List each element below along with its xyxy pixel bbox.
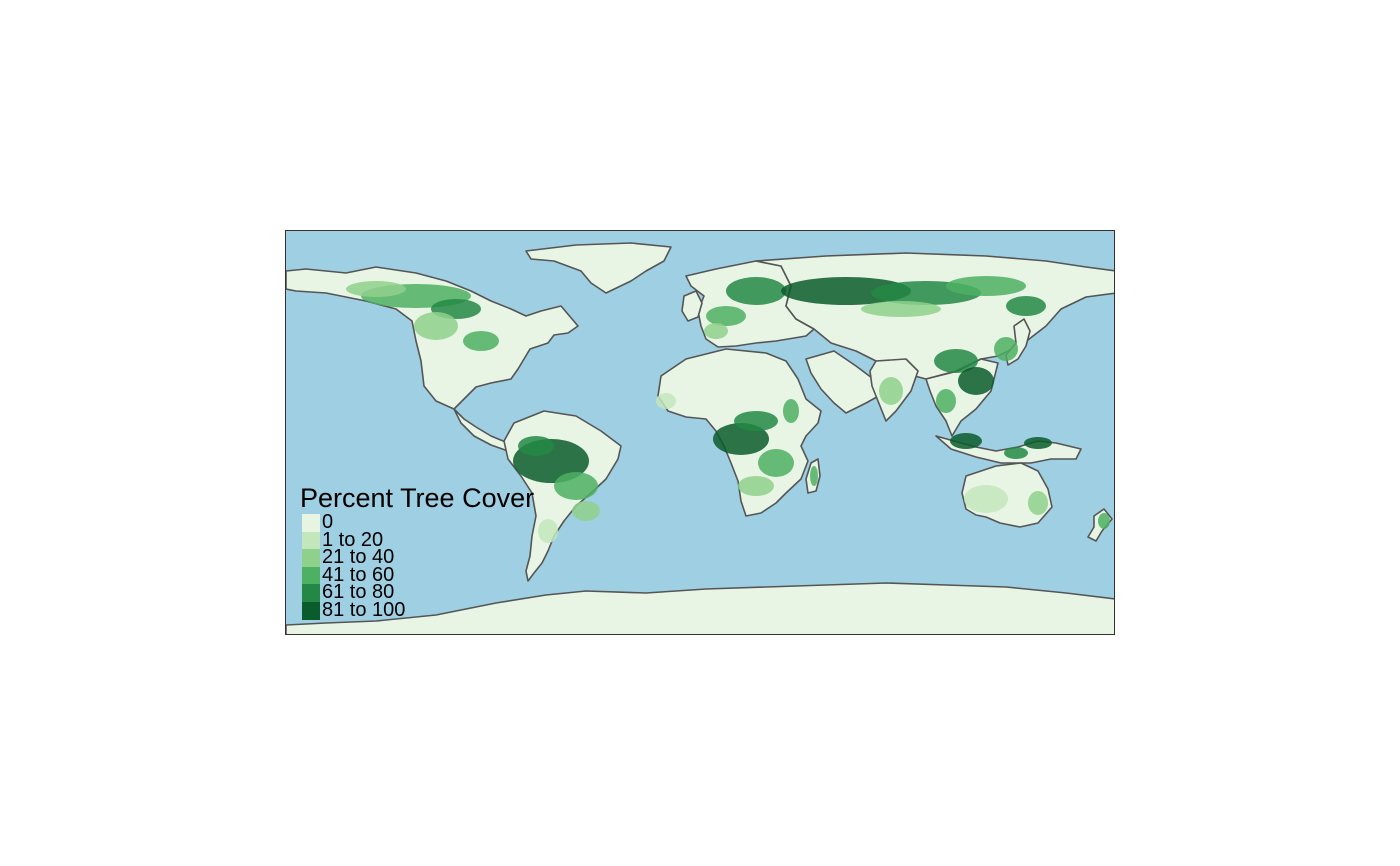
legend-swatch <box>302 549 320 567</box>
legend-item: 21 to 40 <box>300 546 534 569</box>
land-greenland <box>525 242 672 294</box>
land-uk-ireland <box>681 290 703 322</box>
legend-item: 81 to 100 <box>300 598 534 621</box>
tree-cover-patch <box>704 323 728 339</box>
land-antarctica <box>286 582 1114 634</box>
tree-cover-patch <box>1028 491 1048 515</box>
tree-cover-patch <box>1004 447 1028 459</box>
tree-cover-patch <box>1098 513 1110 529</box>
tree-cover-patch <box>414 312 458 340</box>
tree-cover-patch <box>994 337 1018 361</box>
legend-label: 81 to 100 <box>322 598 406 621</box>
world-map <box>286 231 1114 634</box>
tree-cover-patch <box>946 276 1026 296</box>
tree-cover-patch <box>346 281 406 297</box>
legend-item: 0 <box>300 511 534 533</box>
legend-swatch <box>302 531 320 550</box>
tree-cover-patch <box>783 399 799 423</box>
tree-cover-patch <box>554 472 598 500</box>
land-arabia <box>805 350 885 414</box>
legend-label: 21 to 40 <box>322 546 395 569</box>
legend-title: Percent Tree Cover <box>300 483 535 513</box>
map-frame <box>285 230 1115 635</box>
legend-swatch <box>302 584 320 602</box>
tree-cover-patch <box>950 433 982 449</box>
tree-cover-patch <box>861 301 941 317</box>
tree-cover-patch <box>518 436 554 456</box>
tree-cover-patch <box>463 331 499 351</box>
tree-cover-patch <box>706 306 746 326</box>
legend-swatch <box>302 601 320 620</box>
tree-cover-patch <box>810 466 818 486</box>
legend-label: 1 to 20 <box>322 528 384 551</box>
tree-cover-patch <box>1024 437 1052 449</box>
tree-cover-patch <box>738 476 774 496</box>
legend-label: 41 to 60 <box>322 563 395 586</box>
legend-label: 0 <box>322 511 334 533</box>
tree-cover-patch <box>713 423 769 455</box>
tree-cover-patch <box>1006 296 1046 316</box>
tree-cover-patch <box>734 411 778 431</box>
tree-cover-patch <box>879 377 903 405</box>
tree-cover-patch <box>538 519 558 543</box>
legend-label: 61 to 80 <box>322 581 395 604</box>
tree-cover-patch <box>726 277 786 305</box>
legend-swatch <box>302 514 320 532</box>
tree-cover-patch <box>964 485 1008 513</box>
legend-item: 41 to 60 <box>300 563 534 586</box>
tree-cover-patch <box>656 393 676 409</box>
legend-item: 1 to 20 <box>300 528 534 551</box>
tree-cover-patch <box>934 349 978 373</box>
tree-cover-patch <box>758 449 794 477</box>
legend-item: 61 to 80 <box>300 581 534 604</box>
tree-cover-patch <box>936 389 956 413</box>
tree-cover-patch <box>958 367 994 395</box>
legend-swatch <box>302 566 320 585</box>
tree-cover-patch <box>572 501 600 521</box>
